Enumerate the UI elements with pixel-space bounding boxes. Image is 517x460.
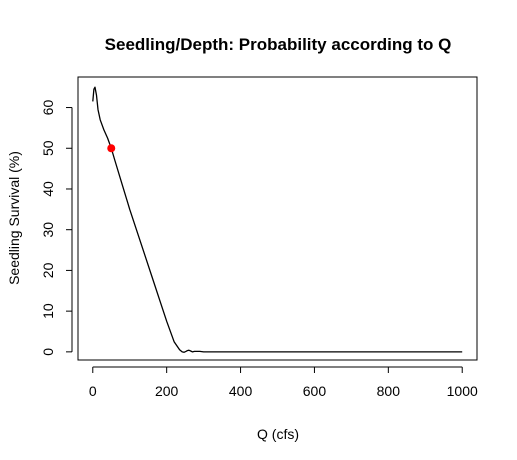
x-tick-label: 400 bbox=[229, 383, 253, 399]
y-tick-label: 10 bbox=[40, 303, 56, 319]
y-tick-label: 60 bbox=[40, 100, 56, 116]
y-tick-label: 30 bbox=[40, 222, 56, 238]
x-axis-title: Q (cfs) bbox=[257, 426, 299, 442]
series-line bbox=[92, 86, 463, 353]
x-tick-label: 0 bbox=[89, 383, 97, 399]
series-layer bbox=[92, 86, 463, 353]
y-tick-label: 40 bbox=[40, 181, 56, 197]
x-axis: 0 200 400 600 800 1000 bbox=[89, 366, 478, 399]
y-axis-title: Seedling Survival (%) bbox=[6, 151, 22, 285]
chart-title: Seedling/Depth: Probability according to… bbox=[105, 35, 452, 54]
x-tick-label: 1000 bbox=[447, 383, 478, 399]
highlight-layer bbox=[107, 144, 116, 153]
y-axis: 0 10 20 30 40 50 60 bbox=[40, 100, 73, 356]
x-tick-label: 200 bbox=[155, 383, 179, 399]
highlight-point bbox=[107, 144, 116, 153]
y-tick-label: 50 bbox=[40, 140, 56, 156]
x-tick-label: 800 bbox=[377, 383, 401, 399]
x-tick-label: 600 bbox=[303, 383, 327, 399]
plot-frame bbox=[77, 76, 478, 361]
y-tick-label: 20 bbox=[40, 262, 56, 278]
y-tick-label: 0 bbox=[40, 348, 56, 356]
